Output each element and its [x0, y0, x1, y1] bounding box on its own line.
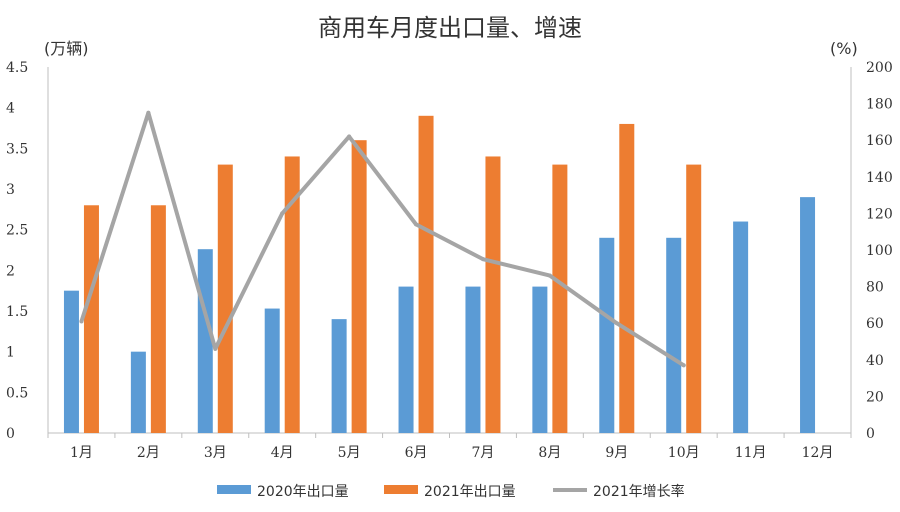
left-y-tick-label: 2: [6, 263, 15, 279]
growth-rate-point: [146, 110, 151, 115]
right-y-tick-label: 20: [866, 389, 884, 405]
legend-swatch-1: [384, 485, 418, 494]
x-tick-label: 12月: [802, 445, 834, 461]
legend-label-0: 2020年出口量: [257, 484, 349, 500]
left-y-tick-label: 3: [6, 182, 15, 198]
x-tick-label: 2月: [137, 445, 160, 461]
legend-label-1: 2021年出口量: [424, 484, 516, 500]
bar-2021: [284, 156, 300, 433]
bar-2021: [418, 115, 434, 434]
bar-2020: [398, 286, 414, 433]
growth-rate-point: [280, 211, 285, 216]
left-y-tick-label: 0.5: [6, 385, 28, 401]
legend-swatch-0: [217, 485, 251, 494]
bar-2020: [733, 221, 749, 433]
left-y-tick-label: 2.5: [6, 223, 28, 239]
x-tick-label: 7月: [471, 445, 494, 461]
bar-2021: [552, 164, 568, 433]
x-tick-label: 4月: [271, 445, 294, 461]
growth-rate-line: [79, 110, 686, 368]
chart-title: 商用车月度出口量、增速: [318, 14, 582, 42]
x-tick-label: 6月: [405, 445, 428, 461]
left-axis-unit: (万辆): [44, 39, 89, 58]
growth-rate-point: [547, 273, 552, 278]
growth-rate-point: [480, 257, 485, 262]
bar-2020: [130, 351, 146, 433]
x-tick-label: 5月: [338, 445, 361, 461]
growth-rate-point: [614, 321, 619, 326]
right-y-tick-label: 60: [866, 316, 884, 332]
bar-2020: [264, 308, 280, 433]
bar-2020: [331, 319, 347, 433]
bar-2021: [619, 123, 635, 433]
bar-2020: [63, 290, 79, 433]
bar-2020: [465, 286, 481, 433]
growth-rate-point: [681, 363, 686, 368]
bar-2020: [532, 286, 548, 433]
x-tick-label: 8月: [538, 445, 561, 461]
right-y-tick-label: 0: [866, 426, 875, 442]
right-y-tick-label: 80: [866, 280, 884, 296]
x-tick-label: 3月: [204, 445, 227, 461]
plot-area: 0 0.5 1 1.5 2 2.5 3 3.5 4 4.5 0 20 40 60 80 100 120 140 16…: [6, 60, 893, 461]
left-y-tick-label: 4: [6, 101, 15, 117]
growth-rate-point: [213, 346, 218, 351]
growth-rate-point: [347, 134, 352, 139]
bar-2020: [197, 249, 213, 433]
left-y-tick-label: 3.5: [6, 141, 28, 157]
growth-rate-point: [414, 222, 419, 227]
right-y-tick-label: 180: [866, 97, 893, 113]
right-y-tick-label: 40: [866, 353, 884, 369]
left-y-tick-label: 4.5: [6, 60, 28, 76]
left-y-tick-label: 1: [6, 345, 15, 361]
legend: 2020年出口量 2021年出口量 2021年增长率: [217, 483, 685, 500]
bar-2020: [666, 237, 682, 433]
right-y-tick-label: 120: [866, 206, 893, 222]
x-tick-label: 11月: [735, 445, 767, 461]
growth-rate-point: [79, 319, 84, 324]
bar-2021: [150, 205, 166, 433]
right-y-tick-label: 140: [866, 170, 893, 186]
bar-2021: [485, 156, 501, 433]
left-y-tick-label: 1.5: [6, 304, 28, 320]
x-tick-label: 9月: [605, 445, 628, 461]
legend-label-2: 2021年增长率: [593, 483, 685, 500]
right-y-tick-label: 200: [866, 60, 893, 76]
bar-2020: [800, 197, 816, 433]
x-tick-label: 10月: [668, 445, 700, 461]
right-y-tick-label: 160: [866, 133, 893, 149]
bar-2021: [217, 164, 233, 433]
right-y-tick-label: 100: [866, 243, 893, 259]
x-tick-label: 1月: [70, 445, 93, 461]
bar-2021: [351, 140, 367, 433]
right-axis-unit: (%): [830, 39, 858, 58]
bar-2021: [686, 164, 702, 433]
bar-2021: [83, 205, 99, 433]
bar-2020: [599, 237, 615, 433]
left-y-tick-label: 0: [6, 426, 15, 442]
